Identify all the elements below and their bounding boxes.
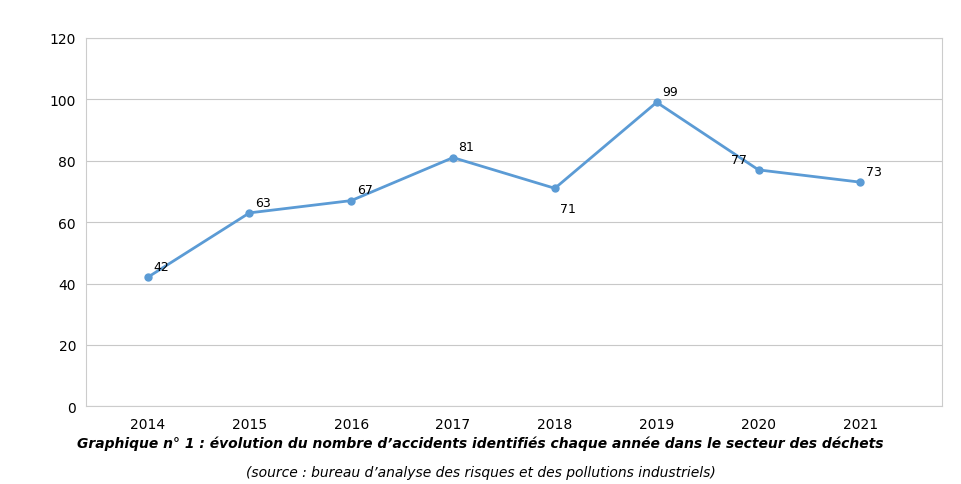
- Text: Graphique n° 1 : évolution du nombre d’accidents identifiés chaque année dans le: Graphique n° 1 : évolution du nombre d’a…: [77, 436, 884, 450]
- Text: 99: 99: [662, 86, 678, 99]
- Text: 71: 71: [560, 203, 577, 216]
- Text: 77: 77: [730, 153, 747, 166]
- Text: 81: 81: [458, 141, 475, 154]
- Text: 42: 42: [153, 261, 169, 273]
- Text: 63: 63: [255, 197, 271, 209]
- Text: 67: 67: [357, 184, 373, 197]
- Text: (source : bureau d’analyse des risques et des pollutions industriels): (source : bureau d’analyse des risques e…: [246, 465, 715, 479]
- Text: 73: 73: [866, 166, 882, 179]
